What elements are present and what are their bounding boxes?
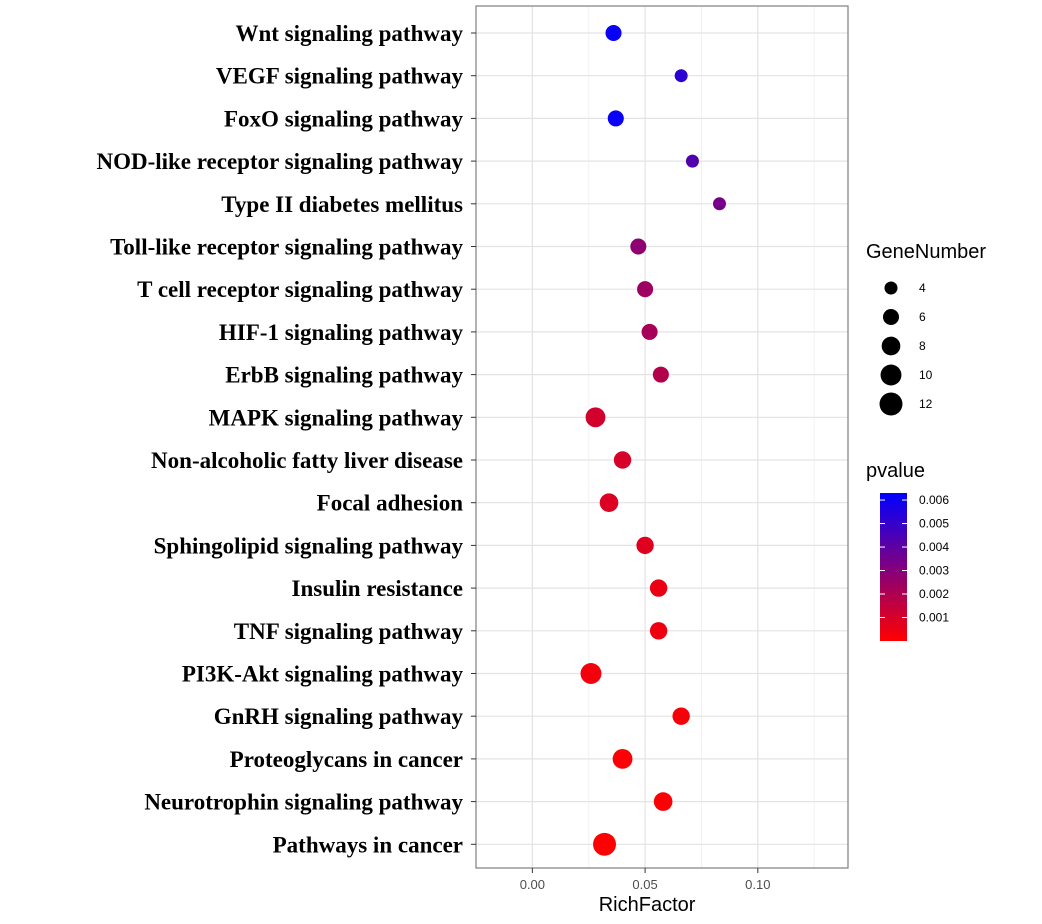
data-point	[599, 493, 619, 513]
color-legend-label: 0.006	[919, 493, 949, 507]
size-legend-dot	[884, 281, 898, 295]
size-legend-label: 12	[919, 397, 933, 411]
data-point	[605, 24, 622, 42]
size-legend-label: 4	[919, 281, 926, 295]
data-point	[612, 749, 633, 769]
size-legend-label: 6	[919, 310, 926, 324]
category-label: MAPK signaling pathway	[209, 405, 464, 430]
size-legend-dot	[881, 336, 901, 356]
data-point	[641, 323, 658, 340]
category-label: GnRH signaling pathway	[214, 704, 464, 729]
data-point	[674, 69, 688, 83]
data-point	[580, 663, 602, 684]
category-label: Proteoglycans in cancer	[230, 747, 463, 772]
category-label: Non-alcoholic fatty liver disease	[151, 448, 463, 473]
category-label: Focal adhesion	[317, 491, 464, 516]
data-point	[613, 451, 632, 469]
x-tick-label: 0.10	[745, 877, 770, 892]
x-tick-label: 0.00	[520, 877, 545, 892]
size-legend-dot	[879, 392, 903, 416]
color-bar	[880, 493, 907, 641]
category-label: T cell receptor signaling pathway	[137, 277, 463, 302]
category-label: Pathways in cancer	[273, 832, 463, 857]
data-point	[607, 110, 624, 127]
category-axis: Wnt signaling pathway VEGF signaling path…	[96, 21, 476, 857]
data-point	[712, 197, 726, 211]
x-axis-title: RichFactor	[599, 894, 696, 916]
category-label: VEGF signaling pathway	[216, 64, 464, 89]
plot-panel	[475, 5, 849, 869]
data-points	[580, 24, 726, 856]
x-axis: 0.00 0.05 0.10 RichFactor	[520, 868, 770, 916]
data-point	[649, 622, 668, 640]
data-point	[672, 707, 690, 725]
color-legend-label: 0.003	[919, 564, 949, 578]
x-tick-label: 0.05	[632, 877, 657, 892]
panel-border	[475, 5, 849, 869]
category-label: Type II diabetes mellitus	[221, 192, 463, 217]
data-point	[685, 154, 699, 168]
category-label: Toll-like receptor signaling pathway	[110, 235, 463, 260]
color-legend-title: pvalue	[866, 460, 925, 482]
legend: GeneNumber 4 6 8 10 12 pvalue 0.006 0.005 0.004 0.…	[866, 241, 986, 641]
color-legend-label: 0.001	[919, 611, 949, 625]
category-label: Insulin resistance	[292, 576, 463, 601]
data-point	[653, 792, 673, 811]
category-label: Wnt signaling pathway	[235, 21, 463, 46]
color-legend-label: 0.004	[919, 540, 949, 554]
size-legend-dot	[880, 364, 902, 386]
data-point	[585, 407, 606, 428]
color-legend-label: 0.002	[919, 587, 949, 601]
category-label: FoxO signaling pathway	[224, 106, 463, 131]
category-label: TNF signaling pathway	[234, 619, 464, 644]
data-point	[630, 238, 647, 255]
color-legend-label: 0.005	[919, 517, 949, 531]
category-label: NOD-like receptor signaling pathway	[96, 149, 463, 174]
category-label: PI3K-Akt signaling pathway	[182, 662, 464, 687]
data-point	[652, 366, 669, 383]
size-legend-label: 10	[919, 368, 933, 382]
panel-background	[476, 6, 848, 868]
category-label: HIF-1 signaling pathway	[219, 320, 464, 345]
size-legend-title: GeneNumber	[866, 241, 986, 263]
category-label: Sphingolipid signaling pathway	[154, 533, 464, 558]
data-point	[636, 536, 654, 555]
category-label: Neurotrophin signaling pathway	[144, 790, 463, 815]
data-point	[593, 832, 616, 856]
data-point	[637, 281, 654, 298]
data-point	[649, 579, 668, 597]
category-label: ErbB signaling pathway	[225, 363, 463, 388]
size-legend-dot	[882, 308, 900, 326]
size-legend-label: 8	[919, 339, 926, 353]
